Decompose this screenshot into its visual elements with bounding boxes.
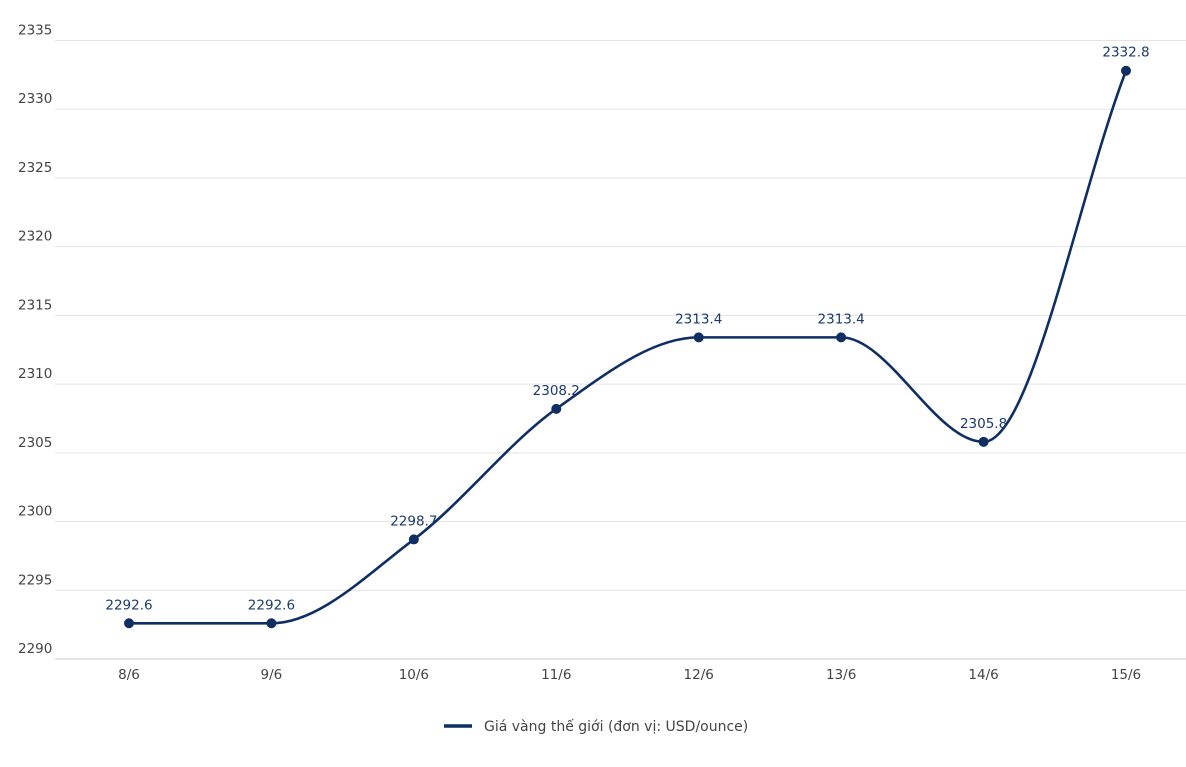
data-points — [124, 65, 1131, 629]
x-axis-tick-labels: 8/6 9/6 10/6 11/6 12/6 13/6 14/6 15/6 — [118, 667, 1141, 683]
x-tick-label: 14/6 — [968, 667, 998, 683]
y-tick-label: 2295 — [18, 572, 52, 588]
y-tick-label: 2310 — [18, 366, 52, 382]
x-tick-label: 11/6 — [541, 667, 571, 683]
data-label: 2292.6 — [105, 597, 152, 613]
x-tick-label: 9/6 — [261, 667, 283, 683]
y-tick-label: 2330 — [18, 91, 52, 107]
data-point — [124, 618, 134, 629]
x-tick-label: 12/6 — [684, 667, 714, 683]
data-point — [693, 332, 704, 343]
legend: Giá vàng thế giới (đơn vị: USD/ounce) — [444, 718, 748, 735]
data-point — [551, 403, 562, 414]
legend-label: Giá vàng thế giới (đơn vị: USD/ounce) — [484, 718, 748, 735]
y-tick-label: 2335 — [18, 23, 52, 39]
y-tick-label: 2290 — [18, 641, 52, 657]
data-point — [1121, 65, 1131, 76]
y-tick-label: 2325 — [18, 160, 52, 176]
y-tick-label: 2300 — [18, 504, 52, 520]
data-point — [266, 618, 277, 629]
series-line — [127, 69, 1128, 625]
data-label: 2313.4 — [675, 311, 722, 327]
x-tick-label: 13/6 — [826, 667, 856, 683]
y-tick-label: 2320 — [18, 229, 52, 245]
y-tick-label: 2315 — [18, 297, 52, 313]
data-label: 2313.4 — [818, 311, 865, 327]
data-point — [408, 534, 419, 545]
y-tick-label: 2305 — [18, 435, 52, 451]
y-axis-tick-labels: 2290 2295 2300 2305 2310 2315 2320 2325 2330 2335 — [18, 23, 52, 658]
data-label: 2292.6 — [248, 597, 295, 613]
x-tick-label: 15/6 — [1111, 667, 1141, 683]
x-tick-label: 8/6 — [118, 667, 140, 683]
data-label: 2332.8 — [1102, 45, 1149, 61]
data-label: 2305.8 — [960, 416, 1007, 432]
data-label: 2298.7 — [390, 513, 437, 529]
data-label: 2308.2 — [533, 383, 580, 399]
data-point — [836, 332, 847, 343]
gridlines — [55, 40, 1186, 660]
data-point — [978, 436, 989, 447]
x-tick-label: 10/6 — [399, 667, 429, 683]
data-labels: 2292.6 2292.6 2298.7 2308.2 2313.4 2313.4 2305… — [105, 45, 1149, 614]
